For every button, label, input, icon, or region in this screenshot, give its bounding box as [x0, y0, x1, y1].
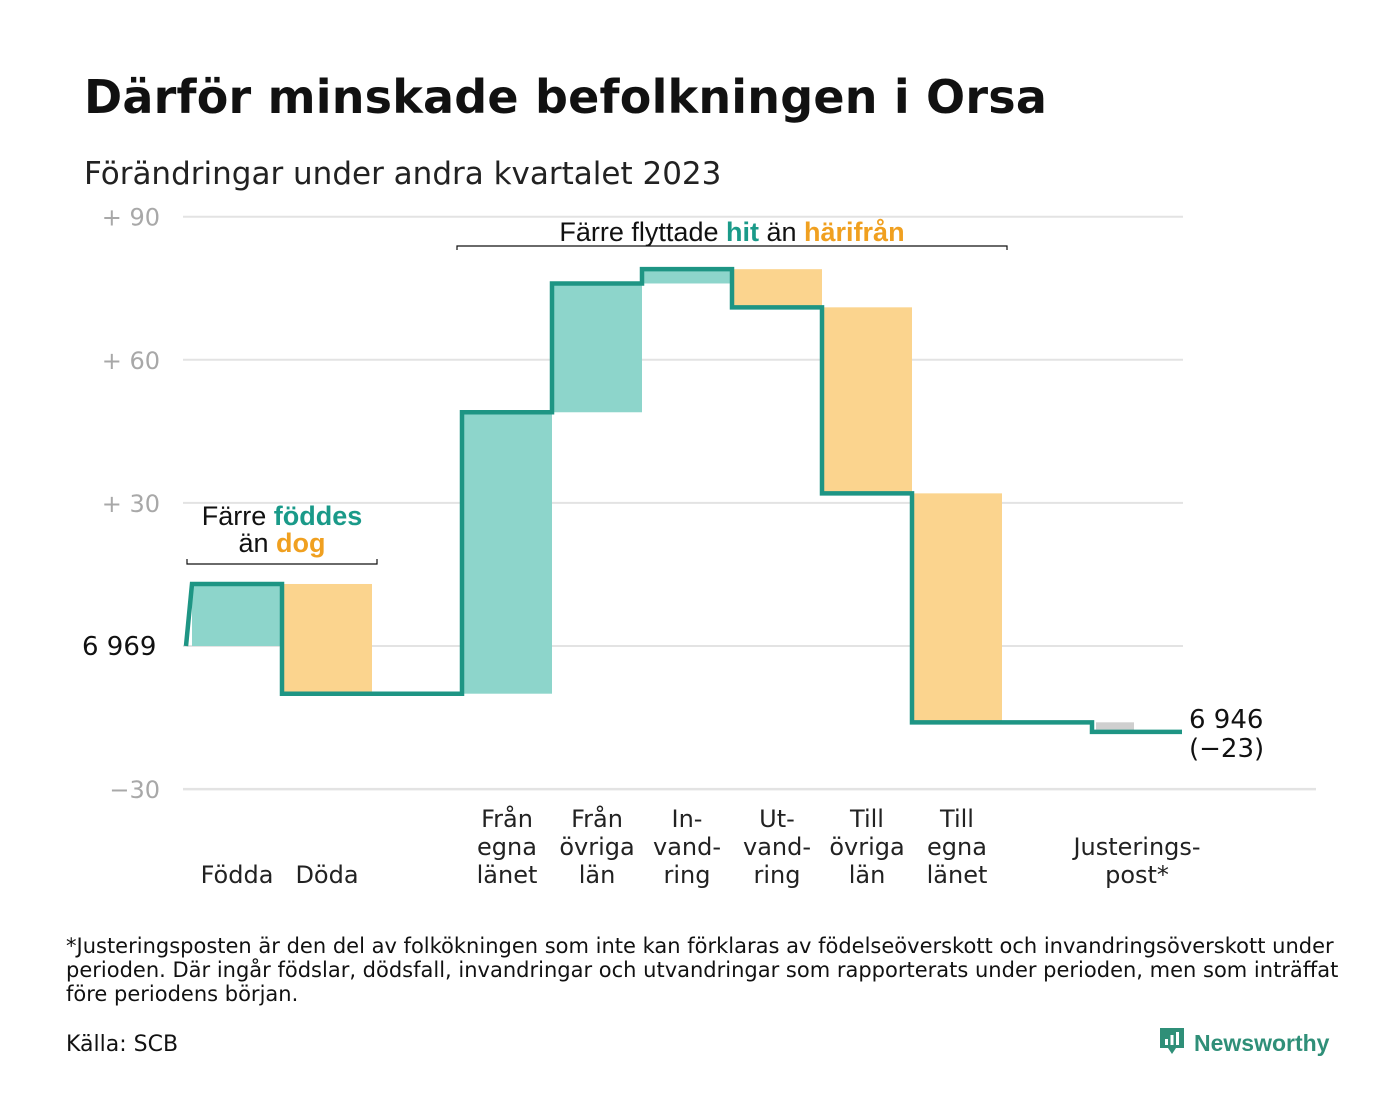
category-label: länet [477, 861, 538, 889]
waterfall-bar [552, 283, 642, 413]
category-label: vand- [743, 833, 811, 861]
category-label: övriga [829, 833, 904, 861]
y-tick-label: + 60 [102, 347, 160, 375]
category-label: län [849, 861, 886, 889]
waterfall-bar [912, 493, 1002, 723]
category-label: Döda [295, 861, 358, 889]
births-annotation-line2: än dog [238, 528, 325, 558]
waterfall-bar [642, 269, 732, 284]
category-label: län [579, 861, 616, 889]
y-tick-label-start: 6 969 [82, 632, 156, 662]
newsworthy-logo-icon [1158, 1026, 1186, 1060]
source-text: Källa: SCB [66, 1032, 179, 1057]
chart-subtitle: Förändringar under andra kvartalet 2023 [84, 156, 722, 192]
waterfall-bar [732, 269, 822, 308]
cumulative-step-line [183, 266, 1182, 735]
category-label: post* [1105, 861, 1169, 889]
end-value-label: 6 946 [1189, 705, 1263, 735]
category-label: Födda [201, 861, 274, 889]
migration-annotation-bracket [456, 245, 1008, 250]
waterfall-bar [822, 307, 912, 494]
newsworthy-brand: Newsworthy [1158, 1026, 1329, 1060]
waterfall-bar [282, 583, 372, 694]
category-label: ring [754, 861, 801, 889]
category-label: Till [849, 805, 884, 833]
births-annotation-bracket [186, 559, 378, 565]
y-tick-label: + 90 [102, 204, 160, 232]
category-label: ring [664, 861, 711, 889]
category-label: länet [927, 861, 988, 889]
end-change-label: (−23) [1189, 734, 1264, 764]
waterfall-bar [1096, 722, 1134, 732]
newsworthy-brand-name: Newsworthy [1194, 1029, 1330, 1056]
category-label: vand- [653, 833, 721, 861]
births-annotation-line1: Färre föddes [202, 501, 363, 531]
waterfall-bar [462, 412, 552, 694]
category-label: Till [939, 805, 974, 833]
y-tick-label: −30 [109, 776, 160, 804]
category-label: Ut- [759, 805, 795, 833]
migration-annotation-text: Färre flyttade hit än härifrån [559, 217, 904, 247]
chart-title: Därför minskade befolkningen i Orsa [84, 70, 1048, 124]
footnote: *Justeringsposten är den del av folkökni… [66, 934, 1339, 1006]
category-label: övriga [559, 833, 634, 861]
category-label: In- [672, 805, 703, 833]
category-label: egna [477, 833, 537, 861]
y-tick-label: + 30 [102, 490, 160, 518]
category-label: egna [927, 833, 987, 861]
waterfall-bar [192, 583, 282, 646]
category-label: Från [571, 804, 623, 833]
category-label: Justerings- [1071, 833, 1200, 861]
category-label: Från [481, 804, 533, 833]
